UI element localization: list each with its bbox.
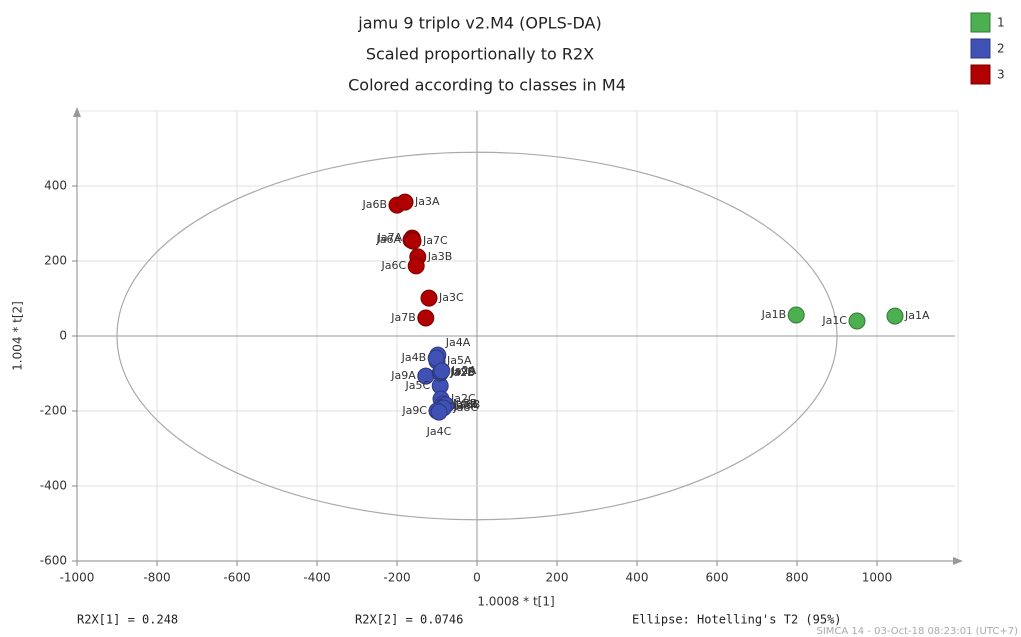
point-label: Ja1B: [761, 308, 787, 321]
y-arrow: [73, 107, 81, 117]
y-tick-label: 0: [59, 329, 67, 343]
data-point: [433, 362, 451, 380]
legend-label: 2: [997, 42, 1005, 56]
point-label: Ja9A: [390, 369, 416, 382]
x-tick-label: 800: [786, 571, 809, 585]
x-tick-label: 1000: [862, 571, 893, 585]
legend-swatch: [970, 64, 991, 85]
point-label: Ja9C: [401, 404, 427, 417]
point-label: Ja7C: [422, 234, 448, 247]
point-label: Ja3B: [427, 250, 453, 263]
point-label: Ja1C: [821, 314, 847, 327]
y-tick-label: -200: [40, 404, 67, 418]
point-label: Ja7A: [377, 231, 403, 244]
point-label: Ja9B: [450, 365, 476, 378]
point-label: Ja6A: [375, 233, 401, 246]
stat-r2x1: R2X[1] = 0.248: [77, 613, 178, 627]
y-tick-label: 200: [44, 254, 67, 268]
point-label: Ja1A: [904, 309, 930, 322]
x-tick-label: 200: [546, 571, 569, 585]
x-tick-label: -600: [223, 571, 250, 585]
x-tick-label: -800: [143, 571, 170, 585]
data-point: [404, 232, 422, 250]
data-point: [396, 193, 414, 211]
legend-label: 3: [997, 68, 1005, 82]
point-label: Ja2B: [449, 366, 475, 379]
point-label: Ja4B: [401, 351, 427, 364]
point-label: Ja8B: [455, 398, 481, 411]
data-point: [848, 312, 866, 330]
point-label: Ja2A: [451, 364, 477, 377]
point-label: Ja4A: [445, 336, 471, 349]
point-label: Ja2C: [450, 392, 476, 405]
point-label: Ja7B: [390, 311, 416, 324]
point-label: Ja5B: [452, 397, 478, 410]
chart-subtitle: Scaled proportionally to R2X: [366, 45, 594, 64]
y-tick-label: -600: [40, 554, 67, 568]
chart-subtitle: Colored according to classes in M4: [348, 76, 626, 95]
x-tick-label: -400: [303, 571, 330, 585]
point-label: Ja4C: [426, 425, 452, 438]
legend-swatch: [970, 38, 991, 59]
x-axis-label: 1.0008 * t[1]: [477, 595, 554, 609]
data-point: [886, 307, 904, 325]
x-tick-label: 0: [473, 571, 481, 585]
footer: SIMCA 14 - 03-Oct-18 08:23:01 (UTC+7): [817, 626, 1019, 637]
y-axis-label: 1.004 * t[2]: [11, 301, 25, 371]
stat-ellipse: Ellipse: Hotelling's T2 (95%): [632, 613, 842, 627]
point-label: Ja6B: [361, 198, 387, 211]
y-tick-label: -400: [40, 479, 67, 493]
hotelling-ellipse: [116, 151, 838, 521]
data-point: [407, 257, 425, 275]
point-label: Ja8A: [453, 399, 479, 412]
x-tick-label: 600: [706, 571, 729, 585]
chart-title: jamu 9 triplo v2.M4 (OPLS-DA): [357, 14, 601, 33]
x-tick-label: -1000: [60, 571, 95, 585]
data-point: [420, 289, 438, 307]
point-label: Ja5C: [405, 379, 431, 392]
x-tick-label: -200: [383, 571, 410, 585]
point-label: Ja6C: [381, 259, 407, 272]
x-tick-label: 400: [626, 571, 649, 585]
point-label: Ja3A: [414, 195, 440, 208]
legend-label: 1: [997, 16, 1005, 30]
legend-swatch: [970, 12, 991, 33]
y-tick-label: 400: [44, 179, 67, 193]
point-label: Ja3C: [438, 291, 464, 304]
data-point: [417, 309, 435, 327]
point-label: Ja8C: [452, 401, 478, 414]
x-arrow: [953, 557, 963, 565]
data-point: [787, 306, 805, 324]
stat-r2x2: R2X[2] = 0.0746: [355, 613, 463, 627]
data-point: [430, 403, 448, 421]
point-label: Ja5A: [446, 354, 472, 367]
